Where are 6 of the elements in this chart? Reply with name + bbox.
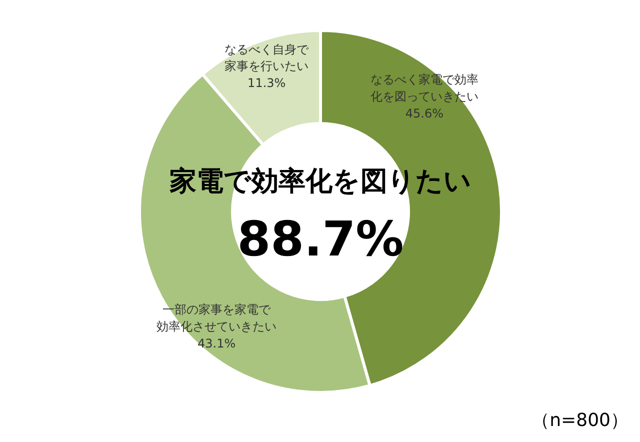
text: 88.7% <box>237 212 404 268</box>
data-label: 45.6% <box>405 106 444 120</box>
text: （n=800） <box>532 410 629 431</box>
data-label: 43.1% <box>198 336 236 350</box>
data-label: 11.3% <box>248 76 286 90</box>
slice-label: なるべく自身で家事を行いたい <box>224 42 310 74</box>
